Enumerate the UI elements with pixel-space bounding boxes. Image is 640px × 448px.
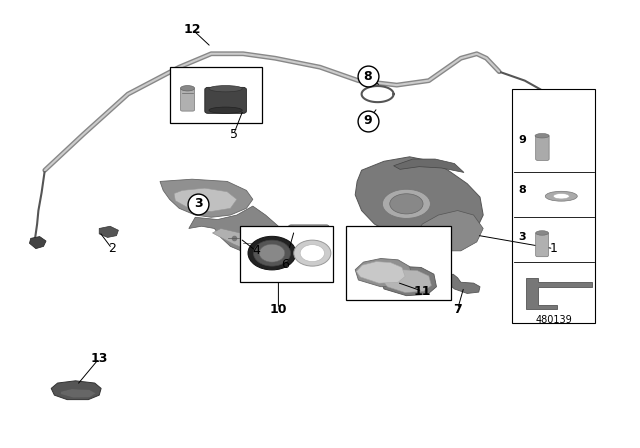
Text: 8: 8 [364,69,372,83]
Polygon shape [355,258,413,287]
Ellipse shape [294,240,331,266]
FancyBboxPatch shape [536,233,548,257]
Ellipse shape [209,86,243,92]
Text: 3: 3 [518,232,526,241]
Text: 480139: 480139 [535,315,572,325]
FancyBboxPatch shape [180,88,195,111]
Polygon shape [526,278,592,309]
Polygon shape [29,237,46,249]
Polygon shape [61,389,96,398]
Ellipse shape [259,244,285,262]
Text: 1: 1 [550,242,557,255]
Polygon shape [520,109,534,118]
Ellipse shape [390,194,423,214]
Ellipse shape [383,189,431,218]
Polygon shape [189,206,282,255]
Text: 9: 9 [518,135,526,145]
Ellipse shape [545,191,577,201]
Ellipse shape [287,225,296,235]
Text: 6: 6 [281,258,289,271]
Text: 10: 10 [269,302,287,316]
Polygon shape [99,226,118,237]
Ellipse shape [300,245,324,262]
Polygon shape [380,267,436,296]
FancyBboxPatch shape [170,67,262,123]
Polygon shape [394,159,464,172]
Ellipse shape [535,134,549,138]
FancyBboxPatch shape [240,226,333,282]
Polygon shape [174,188,237,211]
Polygon shape [356,262,405,283]
Text: 3: 3 [194,197,203,211]
Text: 12: 12 [183,22,201,36]
FancyBboxPatch shape [536,135,549,160]
Polygon shape [212,228,269,251]
Polygon shape [415,211,483,251]
Ellipse shape [553,194,570,199]
Ellipse shape [253,240,291,266]
FancyBboxPatch shape [205,87,246,113]
Text: 4: 4 [252,244,260,258]
Polygon shape [160,179,253,217]
Text: 7: 7 [453,302,462,316]
Text: 2: 2 [108,242,116,255]
Polygon shape [383,270,431,293]
Text: 9: 9 [364,114,372,128]
Text: 13: 13 [90,352,108,365]
Ellipse shape [209,107,243,113]
FancyBboxPatch shape [289,225,329,236]
Text: 11: 11 [413,284,431,298]
Ellipse shape [180,86,195,91]
Polygon shape [51,381,101,400]
Ellipse shape [248,237,296,270]
Text: 8: 8 [518,185,526,194]
FancyBboxPatch shape [512,89,595,323]
Text: 5: 5 [230,128,237,141]
Polygon shape [448,274,480,293]
Ellipse shape [536,231,548,235]
Polygon shape [355,157,483,246]
FancyBboxPatch shape [346,226,451,300]
